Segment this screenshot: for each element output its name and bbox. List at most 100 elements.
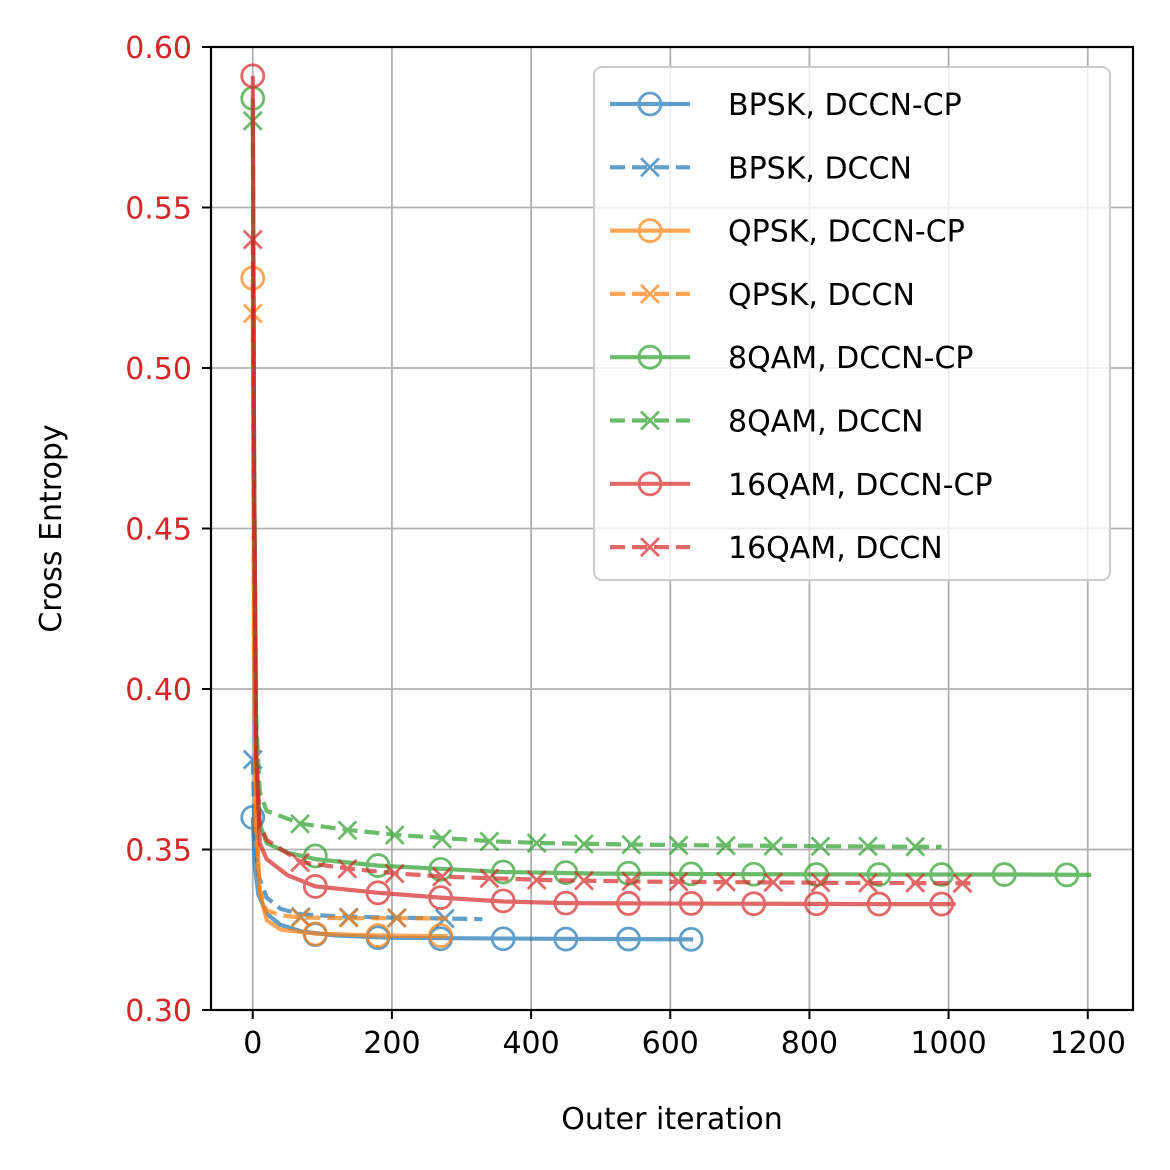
x-marker bbox=[242, 229, 263, 250]
x-marker bbox=[384, 825, 405, 846]
series-group bbox=[240, 63, 1092, 952]
circle-marker bbox=[428, 857, 454, 882]
x-marker bbox=[526, 833, 547, 854]
x-tick-label: 0 bbox=[243, 1026, 262, 1061]
x-marker bbox=[621, 834, 642, 855]
legend-label: 8QAM, DCCN-CP bbox=[728, 341, 973, 376]
legend-label: 16QAM, DCCN-CP bbox=[728, 468, 993, 503]
x-marker bbox=[573, 834, 594, 855]
circle-marker bbox=[428, 923, 454, 948]
circle-marker bbox=[553, 890, 579, 916]
circle-marker bbox=[553, 926, 579, 952]
legend-swatch bbox=[610, 410, 690, 431]
circle-marker bbox=[490, 859, 516, 885]
series-line bbox=[250, 239, 973, 886]
legend-x-marker bbox=[640, 157, 660, 178]
x-marker bbox=[810, 836, 831, 857]
series-6 bbox=[240, 63, 956, 917]
x-marker bbox=[479, 831, 500, 852]
legend-entry: 8QAM, DCCN-CP bbox=[610, 341, 973, 376]
x-marker bbox=[905, 872, 926, 893]
x-marker bbox=[810, 872, 831, 893]
legend-entry: BPSK, DCCN bbox=[610, 151, 912, 186]
y-tick-label: 0.40 bbox=[125, 673, 192, 708]
x-tick-label: 200 bbox=[363, 1026, 420, 1061]
x-tick-label: 800 bbox=[781, 1026, 838, 1061]
x-marker bbox=[337, 820, 358, 841]
x-marker bbox=[338, 907, 359, 928]
legend-swatch bbox=[610, 471, 690, 497]
x-marker bbox=[952, 873, 973, 894]
series-line bbox=[250, 817, 694, 942]
circle-marker bbox=[616, 926, 641, 952]
x-marker bbox=[857, 836, 878, 857]
legend-entry: 8QAM, DCCN bbox=[610, 405, 924, 440]
circle-marker bbox=[365, 923, 391, 948]
circle-marker bbox=[678, 891, 704, 916]
x-tick-label: 400 bbox=[502, 1026, 559, 1061]
x-marker bbox=[715, 871, 736, 892]
legend-box bbox=[593, 66, 1111, 581]
x-marker bbox=[573, 870, 594, 891]
x-marker bbox=[386, 907, 407, 928]
circle-marker bbox=[803, 891, 829, 917]
legend-label: 8QAM, DCCN bbox=[728, 405, 924, 440]
circle-marker bbox=[490, 888, 516, 914]
legend-entry: 16QAM, DCCN-CP bbox=[610, 468, 993, 503]
circle-marker bbox=[929, 862, 955, 887]
x-marker bbox=[432, 866, 453, 887]
legend-circle-marker bbox=[637, 471, 663, 497]
x-marker bbox=[384, 863, 405, 884]
circle-marker bbox=[616, 891, 641, 916]
legend-circle-marker bbox=[637, 91, 663, 117]
circle-marker bbox=[866, 891, 892, 917]
circle-marker bbox=[240, 63, 266, 89]
ticks: 0 200 400 600 800 1000 1200 0.30 0.35 0.40 0.45 0.5… bbox=[125, 31, 1126, 1061]
circle-marker bbox=[302, 874, 328, 899]
circle-marker bbox=[490, 926, 516, 952]
legend-circle-marker bbox=[637, 344, 663, 370]
circle-marker bbox=[678, 861, 704, 887]
legend-swatch bbox=[610, 218, 690, 244]
legend-entry: 16QAM, DCCN bbox=[610, 531, 943, 566]
x-marker bbox=[526, 870, 547, 890]
legend-entry: BPSK, DCCN-CP bbox=[610, 88, 962, 123]
legend-entry: QPSK, DCCN-CP bbox=[610, 215, 965, 250]
legend-entry: QPSK, DCCN bbox=[610, 278, 915, 313]
legend-label: BPSK, DCCN-CP bbox=[728, 88, 962, 123]
legend-x-marker bbox=[640, 410, 660, 431]
circle-marker bbox=[1054, 862, 1080, 888]
legend-swatch bbox=[610, 91, 690, 117]
legend-label: 16QAM, DCCN bbox=[728, 531, 943, 566]
legend: BPSK, DCCN-CP BPSK, DCCN QPSK, DCCN-CP QPSK… bbox=[593, 66, 1111, 581]
legend-x-marker bbox=[640, 537, 660, 558]
x-marker bbox=[337, 858, 358, 879]
series-7 bbox=[242, 229, 973, 894]
circle-marker bbox=[991, 862, 1017, 887]
circle-marker bbox=[365, 853, 391, 878]
circle-marker bbox=[302, 843, 328, 869]
y-tick-label: 0.35 bbox=[125, 834, 192, 869]
x-tick-label: 1200 bbox=[1050, 1026, 1126, 1061]
x-marker bbox=[479, 868, 500, 889]
legend-swatch bbox=[610, 157, 690, 178]
y-tick-label: 0.60 bbox=[125, 31, 192, 66]
y-tick-label: 0.50 bbox=[125, 352, 192, 387]
x-marker bbox=[857, 872, 878, 893]
legend-circle-marker bbox=[637, 218, 663, 244]
legend-swatch bbox=[610, 344, 690, 370]
legend-label: QPSK, DCCN-CP bbox=[728, 215, 965, 250]
x-tick-label: 600 bbox=[642, 1026, 699, 1061]
circle-marker bbox=[929, 891, 955, 917]
x-marker bbox=[715, 835, 736, 856]
legend-swatch bbox=[610, 283, 690, 304]
legend-swatch bbox=[610, 537, 690, 558]
circle-marker bbox=[866, 862, 892, 887]
y-axis-label: Cross Entropy bbox=[34, 424, 69, 632]
y-tick-label: 0.30 bbox=[125, 994, 192, 1029]
circle-marker bbox=[741, 891, 767, 917]
x-marker bbox=[763, 872, 784, 893]
legend-label: BPSK, DCCN bbox=[728, 151, 912, 186]
x-marker bbox=[290, 813, 311, 834]
